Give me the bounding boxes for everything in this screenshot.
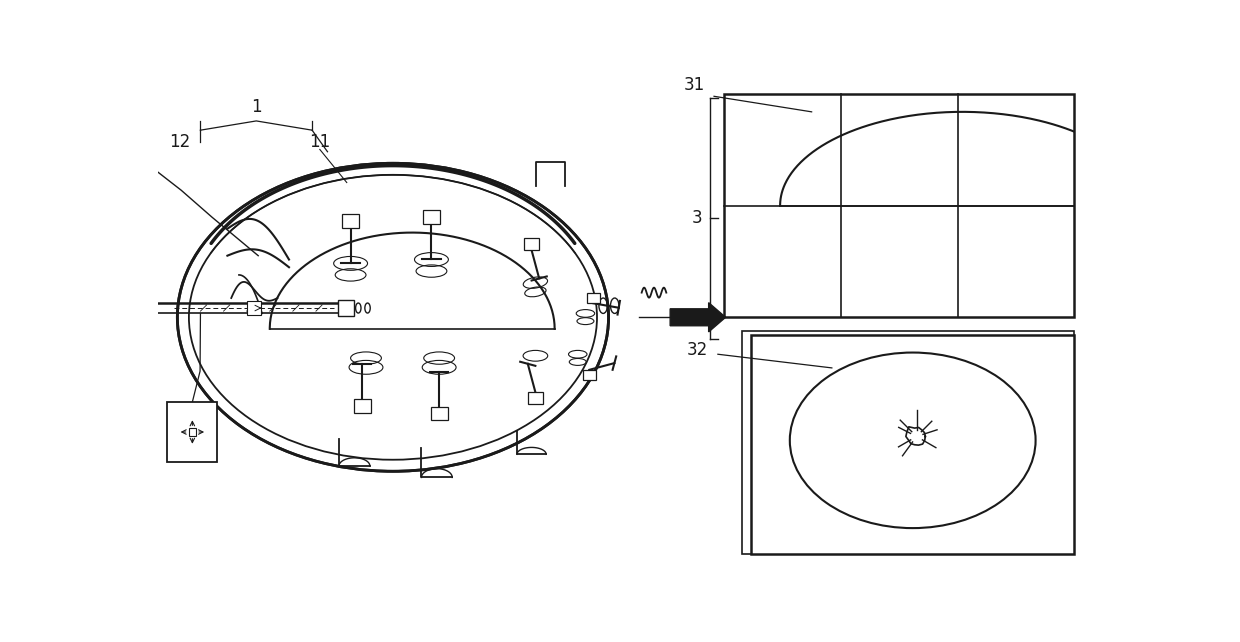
Bar bbox=[751, 335, 1074, 555]
Bar bbox=[583, 370, 595, 380]
Text: 12: 12 bbox=[169, 133, 190, 151]
Bar bbox=[423, 210, 440, 224]
Text: 3: 3 bbox=[692, 209, 703, 227]
Bar bbox=[167, 402, 217, 462]
Bar bbox=[337, 300, 355, 316]
Bar bbox=[188, 428, 196, 436]
Bar bbox=[525, 238, 538, 250]
Bar bbox=[528, 392, 543, 404]
Bar bbox=[353, 399, 371, 413]
Bar bbox=[724, 94, 1074, 317]
Bar bbox=[342, 214, 360, 228]
FancyArrow shape bbox=[670, 302, 725, 332]
Text: 1: 1 bbox=[250, 98, 262, 116]
Bar bbox=[247, 301, 260, 315]
Text: 11: 11 bbox=[309, 133, 330, 151]
Text: 32: 32 bbox=[687, 342, 708, 360]
Bar bbox=[742, 331, 1074, 555]
Ellipse shape bbox=[180, 165, 606, 469]
Text: 31: 31 bbox=[684, 76, 706, 94]
Bar bbox=[430, 406, 448, 421]
Bar bbox=[587, 293, 599, 303]
